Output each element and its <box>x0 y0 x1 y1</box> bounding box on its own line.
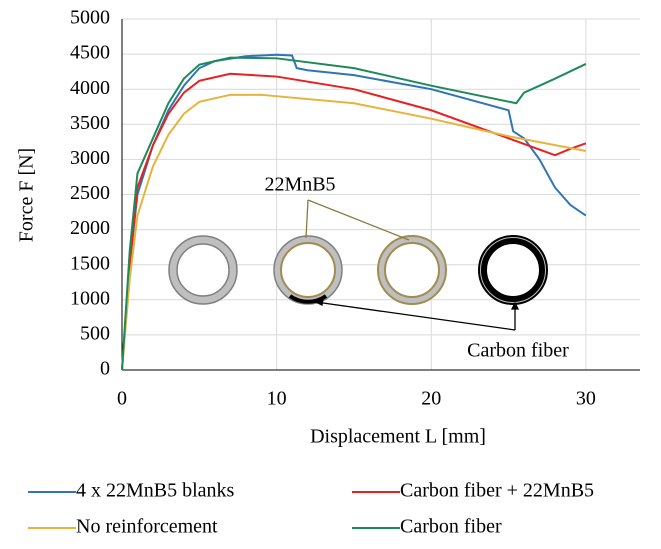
x-tick-label: 30 <box>576 388 596 410</box>
y-tick-label: 0 <box>100 358 110 380</box>
ring-inner <box>481 238 545 302</box>
rings <box>168 235 548 305</box>
carbon-layer <box>288 294 328 304</box>
y-tick-label: 500 <box>80 322 110 344</box>
legend-label: Carbon fiber <box>400 516 502 538</box>
annotation: 22MnB5 <box>264 174 335 196</box>
arrow <box>315 301 516 331</box>
y-tick-label: 4500 <box>70 42 110 64</box>
data-line <box>121 93 587 371</box>
y-tick-label: 2000 <box>70 217 110 239</box>
y-tick-label: 4000 <box>70 77 110 99</box>
data-line <box>121 56 587 371</box>
arrow <box>305 199 410 241</box>
x-tick-label: 10 <box>267 388 287 410</box>
y-axis-label: Force F [N] <box>16 148 38 242</box>
y-tick-label: 1500 <box>70 252 110 274</box>
y-tick-label: 5000 <box>70 7 110 29</box>
y-tick-label: 2500 <box>70 182 110 204</box>
ring-inner <box>384 242 440 298</box>
arrows <box>305 199 520 331</box>
legend-label: 4 x 22MnB5 blanks <box>76 480 235 502</box>
annotation: Carbon fiber <box>467 340 569 362</box>
arrow-head <box>314 297 520 310</box>
x-tick-label: 0 <box>117 388 127 410</box>
y-tick-label: 1000 <box>70 287 110 309</box>
legend-label: No reinforcement <box>76 516 218 538</box>
legend-label: Carbon fiber + 22MnB5 <box>400 480 594 502</box>
x-tick-label: 20 <box>421 388 441 410</box>
data-line <box>121 72 587 371</box>
ring-inner <box>176 243 230 297</box>
ring-inner <box>280 242 336 298</box>
y-tick-label: 3500 <box>70 112 110 134</box>
x-axis-label: Displacement L [mm] <box>310 426 486 448</box>
y-tick-label: 3000 <box>70 147 110 169</box>
